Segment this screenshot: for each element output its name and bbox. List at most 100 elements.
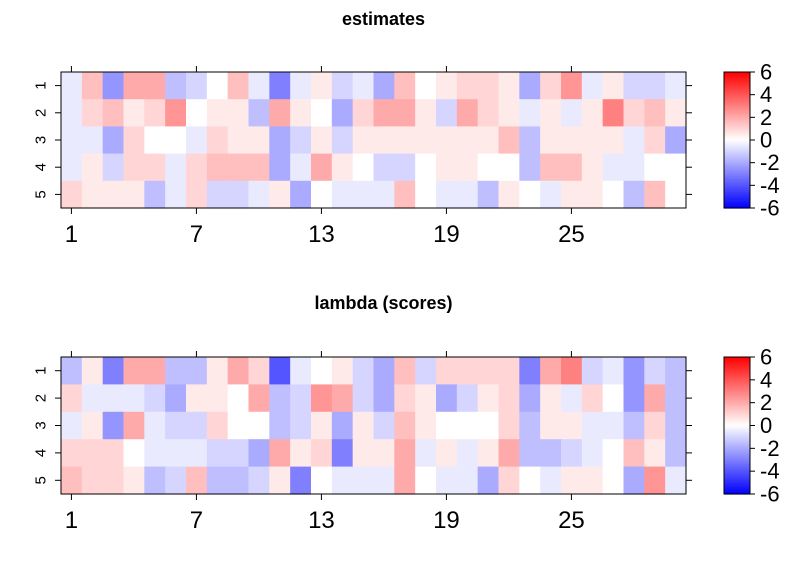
heatmap-cell [248,384,270,413]
colorbar-swatch [724,468,750,472]
heatmap-cell [561,411,583,440]
colorbar-swatch [724,452,750,456]
heatmap-cell [581,99,604,127]
heatmap-cell [81,466,104,495]
heatmap-cell [623,439,645,468]
heatmap-cell [165,180,187,209]
heatmap-cell [102,411,125,440]
heatmap-cell [415,72,437,100]
heatmap-cell [665,99,687,127]
heatmap-cell [373,439,395,468]
heatmap-cell [394,357,416,385]
colorbar-swatch [724,92,750,96]
heatmap-cell [81,411,104,440]
colorbar-swatch [724,478,750,481]
heatmap-cell [248,357,270,385]
heatmap-cell [311,180,333,209]
heatmap-cell [623,411,645,440]
heatmap-cell [186,466,208,495]
heatmap-cell [373,153,395,182]
y-tick-label: 4 [33,163,50,171]
heatmap-cell [123,180,145,209]
heatmap-cell [498,99,520,127]
heatmap-cell [644,99,666,127]
heatmap-cell [81,384,104,413]
heatmap-cell [269,384,291,413]
colorbar-swatch [724,377,750,381]
heatmap-cell [519,126,541,155]
heatmap-cell [498,180,520,209]
heatmap-cell [102,72,125,100]
heatmap-cell [540,180,562,209]
x-tick-label: 25 [558,507,585,534]
heatmap-cell [102,153,125,182]
heatmap-cell [248,411,270,440]
heatmap-cell [519,99,541,127]
y-tick-label: 4 [33,449,50,457]
heatmap-cell [206,384,229,413]
heatmap-cell [436,99,458,127]
heatmap-cell [436,153,458,182]
colorbar-swatch [724,189,750,193]
colorbar-swatch [724,101,750,105]
colorbar-swatch [724,185,750,189]
heatmap-cell [206,411,229,440]
y-tick-label: 1 [33,367,50,375]
x-tick-label: 13 [308,507,335,534]
heatmap-cell [206,72,229,100]
heatmap-cell [602,126,625,155]
colorbar-swatch [724,359,750,363]
colorbar-swatch [724,484,750,488]
heatmap-cell [102,384,125,413]
heatmap-cell [644,357,666,385]
heatmap-cell [581,126,604,155]
heatmap-cell [519,439,541,468]
colorbar-tick-label: 6 [760,60,772,85]
heatmap-cell [665,466,687,495]
heatmap-cell [144,126,166,155]
colorbar-swatch [724,74,750,78]
colorbar-tick-label: -4 [760,173,780,198]
heatmap-cell [456,466,479,495]
heatmap-cell [311,126,333,155]
colorbar-swatch [724,128,750,132]
heatmap-cell [352,180,375,209]
heatmap-cell [331,99,354,127]
colorbar-tick-label: 4 [760,82,772,107]
heatmap-cell [665,153,687,182]
heatmap-cell [415,153,437,182]
heatmap-cell [352,466,375,495]
heatmap-cell [206,126,229,155]
heatmap-cell [227,180,250,209]
colorbar-swatch [724,436,750,440]
heatmap-cell [644,411,666,440]
heatmap-cell [394,72,416,100]
heatmap-cell [269,411,291,440]
heatmap-cell [540,72,562,100]
heatmap-cell [456,411,479,440]
heatmap-cell [123,439,145,468]
heatmap-cell [144,466,166,495]
heatmap-cell [165,153,187,182]
heatmap-cell [331,180,354,209]
heatmap-cell [581,466,604,495]
heatmap-cell [373,357,395,385]
heatmap-cell [81,357,104,385]
heatmap-cell [311,357,333,385]
colorbar-swatch [724,124,750,127]
x-tick-label: 25 [558,221,585,248]
heatmap-cell [581,72,604,100]
heatmap-cell [269,99,291,127]
colorbar-swatch [724,205,750,209]
heatmap-cell [248,466,270,495]
heatmap-cell [373,99,395,127]
heatmap-cell [290,126,312,155]
colorbar-swatch [724,121,750,125]
colorbar-swatch [724,153,750,157]
colorbar-swatch [724,434,750,438]
colorbar-swatch [724,83,750,87]
x-tick-label: 19 [433,221,460,248]
colorbar-swatch [724,370,750,374]
colorbar-swatch [724,149,750,152]
